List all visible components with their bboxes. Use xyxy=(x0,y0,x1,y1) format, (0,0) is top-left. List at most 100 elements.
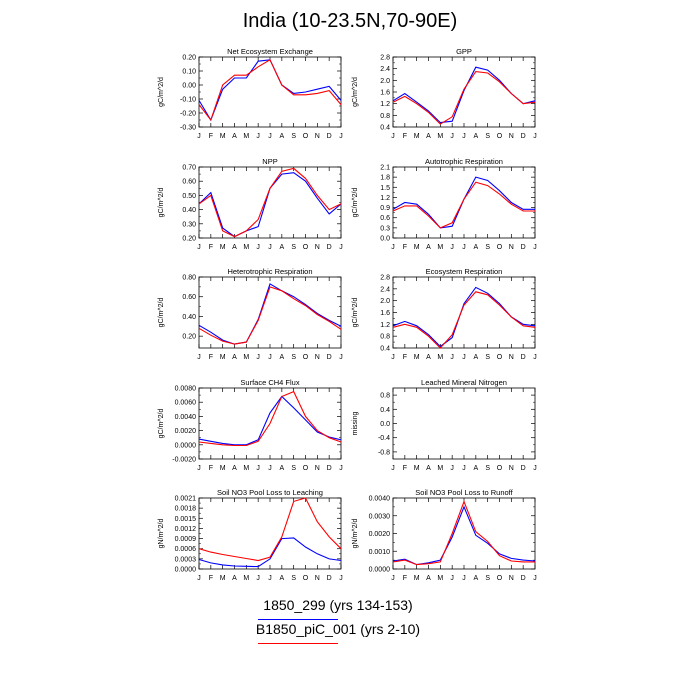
x-tick-label: J xyxy=(462,575,466,582)
y-tick-label: 2.8 xyxy=(380,275,390,282)
x-tick-label: A xyxy=(426,244,431,251)
y-tick-label: 0.20 xyxy=(182,55,196,62)
series-line-2 xyxy=(198,59,342,122)
y-tick-label: 0.0010 xyxy=(369,549,391,556)
series-line-1 xyxy=(198,59,342,122)
y-axis-label: gC/m^2/d xyxy=(352,77,359,107)
x-tick-label: D xyxy=(521,465,526,472)
x-tick-label: M xyxy=(243,354,249,361)
x-tick-label: J xyxy=(391,465,395,472)
y-tick-label: 0.0060 xyxy=(175,400,197,407)
chart-panel-7: Surface CH4 Flux gC/m^2/d -0.0020 0.0000 0.0… xyxy=(158,378,343,472)
x-tick-label: M xyxy=(437,244,443,251)
series-line-2 xyxy=(198,497,342,562)
y-tick-label: 0.8 xyxy=(380,393,390,400)
x-tick-label: A xyxy=(473,465,478,472)
x-tick-label: O xyxy=(497,244,503,251)
y-axis-label: gC/m^2/d xyxy=(352,188,359,218)
x-tick-label: D xyxy=(521,354,526,361)
x-tick-label: M xyxy=(437,465,443,472)
y-tick-label: 0.0 xyxy=(380,236,390,243)
x-tick-label: M xyxy=(437,133,443,140)
x-tick-label: M xyxy=(243,133,249,140)
y-tick-label: 2.0 xyxy=(380,298,390,305)
x-tick-label: N xyxy=(315,465,320,472)
y-tick-label: 0.0030 xyxy=(369,513,391,520)
y-tick-label: -0.8 xyxy=(378,449,390,456)
y-axis-label: gC/m^2/d xyxy=(158,298,165,328)
y-tick-label: 0.20 xyxy=(182,236,196,243)
series-line-2 xyxy=(392,181,535,229)
y-tick-label: 0.0015 xyxy=(175,516,197,523)
x-tick-label: M xyxy=(220,465,226,472)
x-tick-label: A xyxy=(232,575,237,582)
x-tick-label: M xyxy=(437,354,443,361)
series-line-1 xyxy=(198,537,342,568)
y-tick-label: 0.00 xyxy=(182,83,196,90)
chart-panel-8: Leached Mineral Nitrogen missing -0.8 -0.4 0… xyxy=(352,378,537,472)
y-axis-label: gC/m^2/d xyxy=(352,298,359,328)
x-tick-label: F xyxy=(209,133,213,140)
chart-title: Soil NO3 Pool Loss to Leaching xyxy=(217,488,323,497)
x-tick-label: O xyxy=(303,244,309,251)
y-tick-label: -0.4 xyxy=(378,435,390,442)
x-tick-label: J xyxy=(391,133,395,140)
y-tick-label: 0.6 xyxy=(380,215,390,222)
y-tick-label: 0.60 xyxy=(182,179,196,186)
x-tick-label: M xyxy=(220,575,226,582)
y-tick-label: 1.6 xyxy=(380,310,390,317)
chart-title: Leached Mineral Nitrogen xyxy=(421,378,507,387)
series-line-2 xyxy=(198,167,342,238)
y-tick-label: 0.0000 xyxy=(369,567,391,574)
y-tick-label: 0.3 xyxy=(380,225,390,232)
x-tick-label: A xyxy=(232,354,237,361)
x-tick-label: M xyxy=(220,244,226,251)
series-line-2 xyxy=(392,71,536,125)
y-tick-label: 0.0000 xyxy=(175,442,197,449)
x-tick-label: O xyxy=(497,465,503,472)
x-tick-label: M xyxy=(414,133,420,140)
x-tick-label: F xyxy=(403,575,407,582)
x-tick-label: J xyxy=(533,133,537,140)
y-tick-label: 0.0009 xyxy=(175,536,197,543)
x-tick-label: O xyxy=(303,575,309,582)
chart-title: Heterotrophic Respiration xyxy=(227,267,312,276)
x-tick-label: J xyxy=(256,354,260,361)
y-tick-label: 0.4 xyxy=(380,346,390,353)
y-tick-label: 0.30 xyxy=(182,221,196,228)
x-tick-label: F xyxy=(209,465,213,472)
x-tick-label: J xyxy=(391,354,395,361)
x-tick-label: M xyxy=(414,354,420,361)
y-tick-label: 2.4 xyxy=(380,66,390,73)
chart-panel-6: Ecosystem Respiration gC/m^2/d 0.4 0.8 1.2 1.… xyxy=(352,267,537,361)
x-tick-label: A xyxy=(426,354,431,361)
chart-panel-9: Soil NO3 Pool Loss to Leaching gN/m^2/d 0.… xyxy=(158,488,343,582)
series-line-1 xyxy=(198,172,342,238)
x-tick-label: A xyxy=(232,133,237,140)
x-tick-label: S xyxy=(485,244,490,251)
x-tick-label: N xyxy=(509,133,514,140)
x-tick-label: F xyxy=(403,465,407,472)
chart-panel-5: Heterotrophic Respiration gC/m^2/d 0.20 0.4… xyxy=(158,267,343,361)
x-tick-label: D xyxy=(521,133,526,140)
x-tick-label: F xyxy=(403,354,407,361)
x-tick-label: J xyxy=(197,354,201,361)
y-tick-label: 0.40 xyxy=(182,314,196,321)
y-axis-label: gC/m^2/d xyxy=(158,77,165,107)
x-tick-label: M xyxy=(220,133,226,140)
y-tick-label: 0.0 xyxy=(380,421,390,428)
x-tick-label: A xyxy=(473,133,478,140)
x-tick-label: D xyxy=(327,354,332,361)
x-tick-label: J xyxy=(268,354,272,361)
y-tick-label: 0.4 xyxy=(380,407,390,414)
y-axis-label: missing xyxy=(352,412,359,436)
x-tick-label: D xyxy=(327,244,332,251)
y-tick-label: 1.2 xyxy=(380,322,390,329)
y-tick-label: 1.5 xyxy=(380,185,390,192)
x-tick-label: J xyxy=(268,465,272,472)
y-tick-label: 0.0006 xyxy=(175,546,197,553)
x-tick-label: J xyxy=(339,575,343,582)
y-tick-label: 2.1 xyxy=(380,165,390,172)
y-tick-label: 1.6 xyxy=(380,90,390,97)
x-tick-label: A xyxy=(279,133,284,140)
